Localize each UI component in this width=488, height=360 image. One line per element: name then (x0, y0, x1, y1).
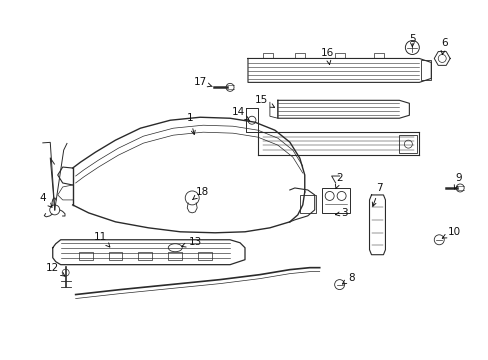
Bar (399, 135, 416, 153)
Text: 17: 17 (193, 77, 212, 87)
Text: 16: 16 (321, 49, 334, 64)
Text: 7: 7 (371, 183, 382, 206)
Bar (198, 252, 212, 260)
Text: 5: 5 (408, 33, 415, 47)
Text: 6: 6 (440, 37, 447, 54)
Text: 12: 12 (46, 263, 65, 276)
Bar (299, 195, 315, 213)
Bar (108, 252, 122, 260)
Bar (168, 252, 182, 260)
Text: 10: 10 (441, 227, 460, 238)
Bar (138, 252, 152, 260)
Text: 8: 8 (342, 273, 354, 284)
Text: 18: 18 (192, 187, 208, 199)
Text: 15: 15 (255, 95, 274, 107)
Text: 3: 3 (335, 208, 347, 218)
Text: 9: 9 (453, 173, 462, 189)
Bar (79, 252, 92, 260)
Text: 1: 1 (186, 113, 195, 135)
Text: 14: 14 (231, 107, 249, 121)
Bar (321, 188, 349, 213)
Text: 13: 13 (182, 237, 202, 247)
Text: 2: 2 (335, 173, 342, 189)
Bar (421, 60, 430, 80)
Text: 11: 11 (94, 232, 110, 247)
Text: 4: 4 (40, 193, 52, 207)
